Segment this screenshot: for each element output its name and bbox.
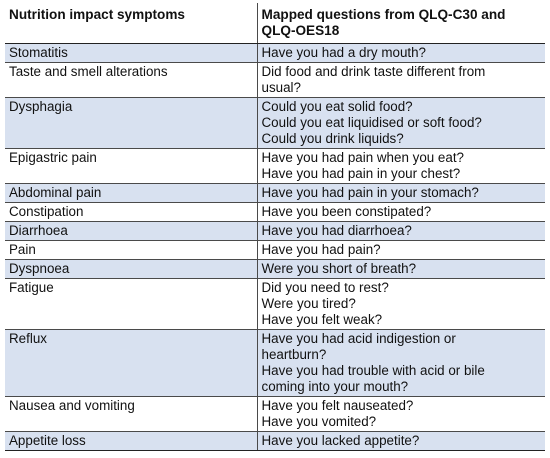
table-row: Dysphagia Could you eat solid food? Could … [5,97,545,149]
question-cell: Could you eat solid food? Could you eat l… [256,97,545,149]
question-cell: Have you had pain when you eat? Have you … [256,148,545,184]
question-line: Have you had pain? [261,242,381,257]
question-cell: Have you felt nauseated? Have you vomited… [256,396,545,432]
symptom-label: Dysphagia [9,99,73,114]
question-line: Have you had acid indigestion or [261,331,456,346]
table-row: Constipation Have you been constipated? [5,202,545,222]
header-symptoms-label: Nutrition impact symptoms [9,7,185,22]
question-cell: Did you need to rest? Were you tired? Have… [256,278,545,330]
question-line: Did you need to rest? [261,280,389,295]
question-line: usual? [261,80,301,95]
question-line: Could you eat solid food? [261,99,413,114]
question-cell: Have you lacked appetite? [256,431,545,451]
symptom-cell: Dysphagia [5,97,257,149]
symptom-label: Constipation [9,204,84,219]
question-cell: Have you had pain in your stomach? [256,183,545,203]
table-row: Abdominal pain Have you had pain in your … [5,183,545,203]
question-line: Have you vomited? [261,414,377,429]
symptom-label: Nausea and vomiting [9,398,135,413]
symptom-label: Appetite loss [9,433,86,448]
header-questions-line-1: Mapped questions from QLQ-C30 and [261,7,506,22]
symptom-cell: Dyspnoea [5,259,257,279]
header-questions: Mapped questions from QLQ-C30 and QLQ-OE… [256,3,545,44]
table-row: Diarrhoea Have you had diarrhoea? [5,221,545,241]
table-row: Stomatitis Have you had a dry mouth? [5,43,545,63]
symptom-cell: Fatigue [5,278,257,330]
symptom-cell: Abdominal pain [5,183,257,203]
symptom-cell: Pain [5,240,257,260]
symptom-cell: Appetite loss [5,431,257,451]
table-header-row: Nutrition impact symptoms Mapped questio… [5,3,545,44]
symptom-label: Reflux [9,331,47,346]
question-line: Have you lacked appetite? [261,433,420,448]
table-row: Nausea and vomiting Have you felt nauseat… [5,396,545,432]
symptom-cell: Epigastric pain [5,148,257,184]
question-line: Could you eat liquidised or soft food? [261,115,482,130]
question-cell: Have you had acid indigestion or heartbur… [256,329,545,397]
question-line: Have you felt nauseated? [261,398,414,413]
question-line: Have you had pain in your chest? [261,166,461,181]
symptom-label: Taste and smell alterations [9,64,168,79]
symptom-label: Epigastric pain [9,150,97,165]
symptom-cell: Constipation [5,202,257,222]
question-line: heartburn? [261,347,327,362]
table-body: Stomatitis Have you had a dry mouth? Taste… [5,43,545,451]
table-row: Appetite loss Have you lacked appetite? [5,431,545,451]
symptom-question-table: Nutrition impact symptoms Mapped questio… [5,3,545,451]
question-line: Have you had a dry mouth? [261,45,427,60]
table-row: Fatigue Did you need to rest? Were you tir… [5,278,545,330]
symptom-label: Stomatitis [9,45,68,60]
table-row: Pain Have you had pain? [5,240,545,260]
question-cell: Have you had diarrhoea? [256,221,545,241]
question-line: Did food and drink taste different from [261,64,486,79]
symptom-cell: Diarrhoea [5,221,257,241]
question-cell: Have you had pain? [256,240,545,260]
question-line: Have you had trouble with acid or bile [261,363,485,378]
table-row: Dyspnoea Were you short of breath? [5,259,545,279]
question-line: Have you had pain in your stomach? [261,185,479,200]
question-cell: Have you had a dry mouth? [256,43,545,63]
symptom-cell: Stomatitis [5,43,257,63]
symptom-cell: Taste and smell alterations [5,62,257,98]
symptom-label: Dyspnoea [9,261,70,276]
question-line: Have you had diarrhoea? [261,223,412,238]
table-row: Reflux Have you had acid indigestion or he… [5,329,545,397]
table-row: Taste and smell alterations Did food and … [5,62,545,98]
header-questions-line-2: QLQ-OES18 [261,23,340,38]
question-line: Have you been constipated? [261,204,432,219]
symptom-label: Abdominal pain [9,185,102,200]
table-row: Epigastric pain Have you had pain when yo… [5,148,545,184]
header-symptoms: Nutrition impact symptoms [5,3,257,44]
symptom-label: Fatigue [9,280,54,295]
symptom-cell: Reflux [5,329,257,397]
question-cell: Were you short of breath? [256,259,545,279]
question-line: Have you felt weak? [261,312,383,327]
symptom-cell: Nausea and vomiting [5,396,257,432]
question-cell: Did food and drink taste different from u… [256,62,545,98]
symptom-label: Diarrhoea [9,223,68,238]
question-line: Could you drink liquids? [261,131,404,146]
question-line: coming into your mouth? [261,379,409,394]
question-cell: Have you been constipated? [256,202,545,222]
symptom-label: Pain [9,242,36,257]
question-line: Were you tired? [261,296,356,311]
question-line: Were you short of breath? [261,261,417,276]
question-line: Have you had pain when you eat? [261,150,465,165]
